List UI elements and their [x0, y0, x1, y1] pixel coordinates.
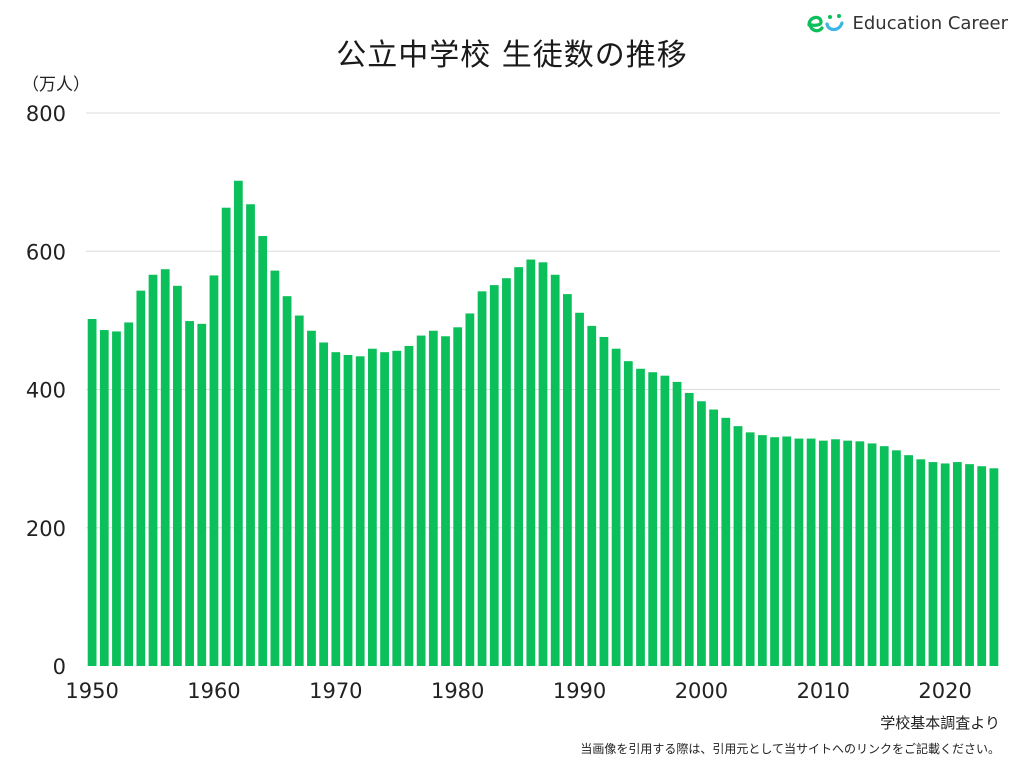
- bar-1990: [575, 312, 584, 666]
- y-tick-label: 0: [53, 655, 66, 679]
- bar-2014: [867, 443, 877, 666]
- x-tick-labels: 1950 1960 1970 1980 1990 2000 2010 2020: [65, 679, 972, 703]
- bar-1980: [453, 327, 463, 666]
- bar-1986: [526, 259, 536, 666]
- bar-1994: [623, 361, 633, 666]
- y-axis-unit-label: （万人）: [22, 75, 90, 95]
- bar-1992: [599, 336, 609, 666]
- bar-2004: [745, 432, 755, 666]
- bar-1998: [672, 381, 682, 666]
- bar-2019: [928, 462, 938, 666]
- bars: [87, 180, 999, 667]
- bar-2001: [709, 409, 718, 666]
- bar-1995: [636, 368, 645, 666]
- bar-2011: [831, 439, 840, 666]
- bar-1999: [684, 392, 694, 666]
- bar-2020: [940, 463, 950, 666]
- x-tick-label: 2000: [675, 679, 728, 703]
- bar-1972: [355, 356, 365, 666]
- y-tick-labels: 0 200 400 600 800: [26, 102, 66, 679]
- y-tick-label: 800: [26, 102, 66, 126]
- bar-2021: [952, 462, 962, 666]
- bar-2012: [843, 440, 853, 666]
- bar-1983: [489, 285, 499, 666]
- bar-2006: [770, 437, 779, 666]
- bar-2022: [965, 464, 974, 666]
- bar-1991: [587, 325, 597, 666]
- bar-2002: [721, 417, 731, 666]
- x-tick-label: 1990: [553, 679, 606, 703]
- bar-2003: [733, 426, 743, 666]
- bar-1950: [87, 318, 97, 666]
- education-career-logo-icon: [806, 14, 844, 33]
- logo-text: Education Career: [852, 12, 1009, 34]
- bar-2005: [757, 435, 767, 666]
- bar-1976: [404, 345, 414, 666]
- x-tick-label: 2010: [797, 679, 850, 703]
- bar-1954: [136, 290, 146, 666]
- bar-1970: [331, 352, 341, 666]
- bar-2009: [806, 438, 816, 666]
- bar-1971: [343, 354, 353, 666]
- x-tick-label: 1950: [65, 679, 118, 703]
- bar-1973: [368, 348, 377, 666]
- bar-1974: [380, 352, 389, 666]
- y-tick-label: 200: [26, 517, 66, 541]
- bar-2018: [916, 459, 926, 666]
- bar-1955: [148, 274, 158, 666]
- bar-1966: [282, 296, 292, 666]
- y-tick-label: 400: [26, 379, 66, 403]
- bar-1977: [416, 335, 426, 666]
- source-note: 学校基本調査より: [880, 714, 1000, 732]
- x-tick-label: 2020: [918, 679, 971, 703]
- bar-1961: [221, 207, 231, 666]
- bar-2013: [855, 441, 865, 666]
- bar-1967: [294, 315, 304, 666]
- bar-1957: [173, 285, 182, 666]
- logo[interactable]: Education Career: [805, 10, 1009, 36]
- chart-title: 公立中学校 生徒数の推移: [336, 38, 688, 73]
- bar-1989: [562, 294, 572, 666]
- bar-1982: [477, 291, 487, 666]
- bar-2017: [904, 455, 913, 666]
- bar-2007: [782, 436, 792, 666]
- bar-1978: [428, 330, 438, 666]
- bar-2023: [977, 466, 987, 666]
- bar-1969: [319, 342, 329, 666]
- citation-note: 当画像を引用する際は、引用元として当サイトへのリンクをご記載ください。: [580, 742, 1000, 756]
- bar-1988: [550, 274, 560, 666]
- bar-2000: [697, 401, 706, 666]
- bar-1962: [233, 180, 243, 667]
- bar-1993: [611, 348, 621, 666]
- bar-1987: [538, 262, 548, 666]
- bar-1985: [514, 267, 524, 666]
- bar-1968: [307, 330, 316, 666]
- bar-2024: [989, 468, 999, 666]
- bar-1958: [185, 321, 194, 666]
- bar-2010: [818, 440, 828, 666]
- bar-1959: [197, 323, 207, 666]
- y-tick-label: 600: [26, 240, 66, 264]
- bar-1956: [160, 269, 170, 666]
- bar-1996: [648, 372, 658, 666]
- bar-2008: [794, 438, 804, 666]
- bar-1981: [465, 313, 475, 666]
- bar-1963: [246, 204, 255, 666]
- bar-1965: [270, 270, 280, 666]
- bar-1964: [258, 236, 268, 667]
- bar-1951: [99, 330, 109, 666]
- bar-1997: [660, 375, 670, 666]
- bar-1953: [124, 322, 134, 666]
- x-tick-label: 1960: [187, 679, 240, 703]
- x-tick-label: 1970: [309, 679, 362, 703]
- bar-2015: [879, 446, 889, 666]
- bar-2016: [892, 450, 901, 666]
- bar-1960: [209, 275, 219, 666]
- bar-1975: [392, 350, 402, 666]
- bar-1979: [441, 336, 450, 666]
- bar-1952: [112, 331, 121, 666]
- bar-1984: [502, 278, 511, 666]
- x-tick-label: 1980: [431, 679, 484, 703]
